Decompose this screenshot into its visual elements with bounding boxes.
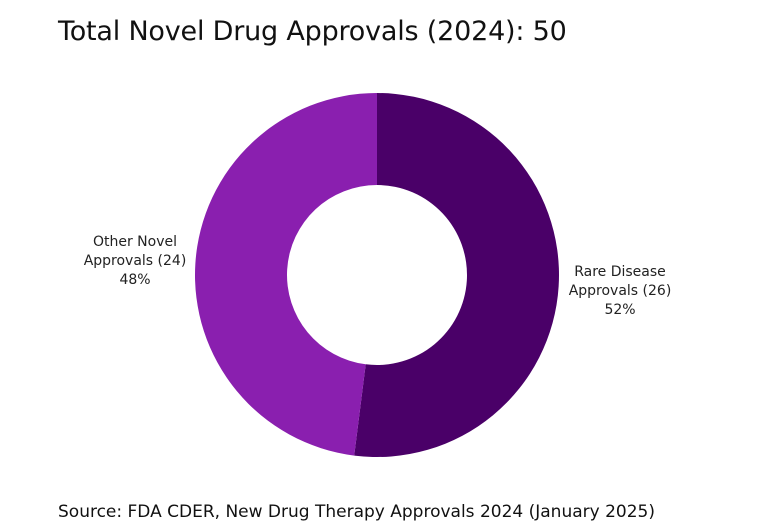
slice-label: Rare Disease Approvals (26) 52%	[569, 264, 672, 318]
source-note: Source: FDA CDER, New Drug Therapy Appro…	[58, 502, 655, 522]
donut-slice	[354, 93, 559, 457]
slice-label: Other Novel Approvals (24) 48%	[84, 234, 187, 288]
donut-slice	[194, 93, 377, 456]
chart-title: Total Novel Drug Approvals (2024): 50	[58, 16, 567, 47]
